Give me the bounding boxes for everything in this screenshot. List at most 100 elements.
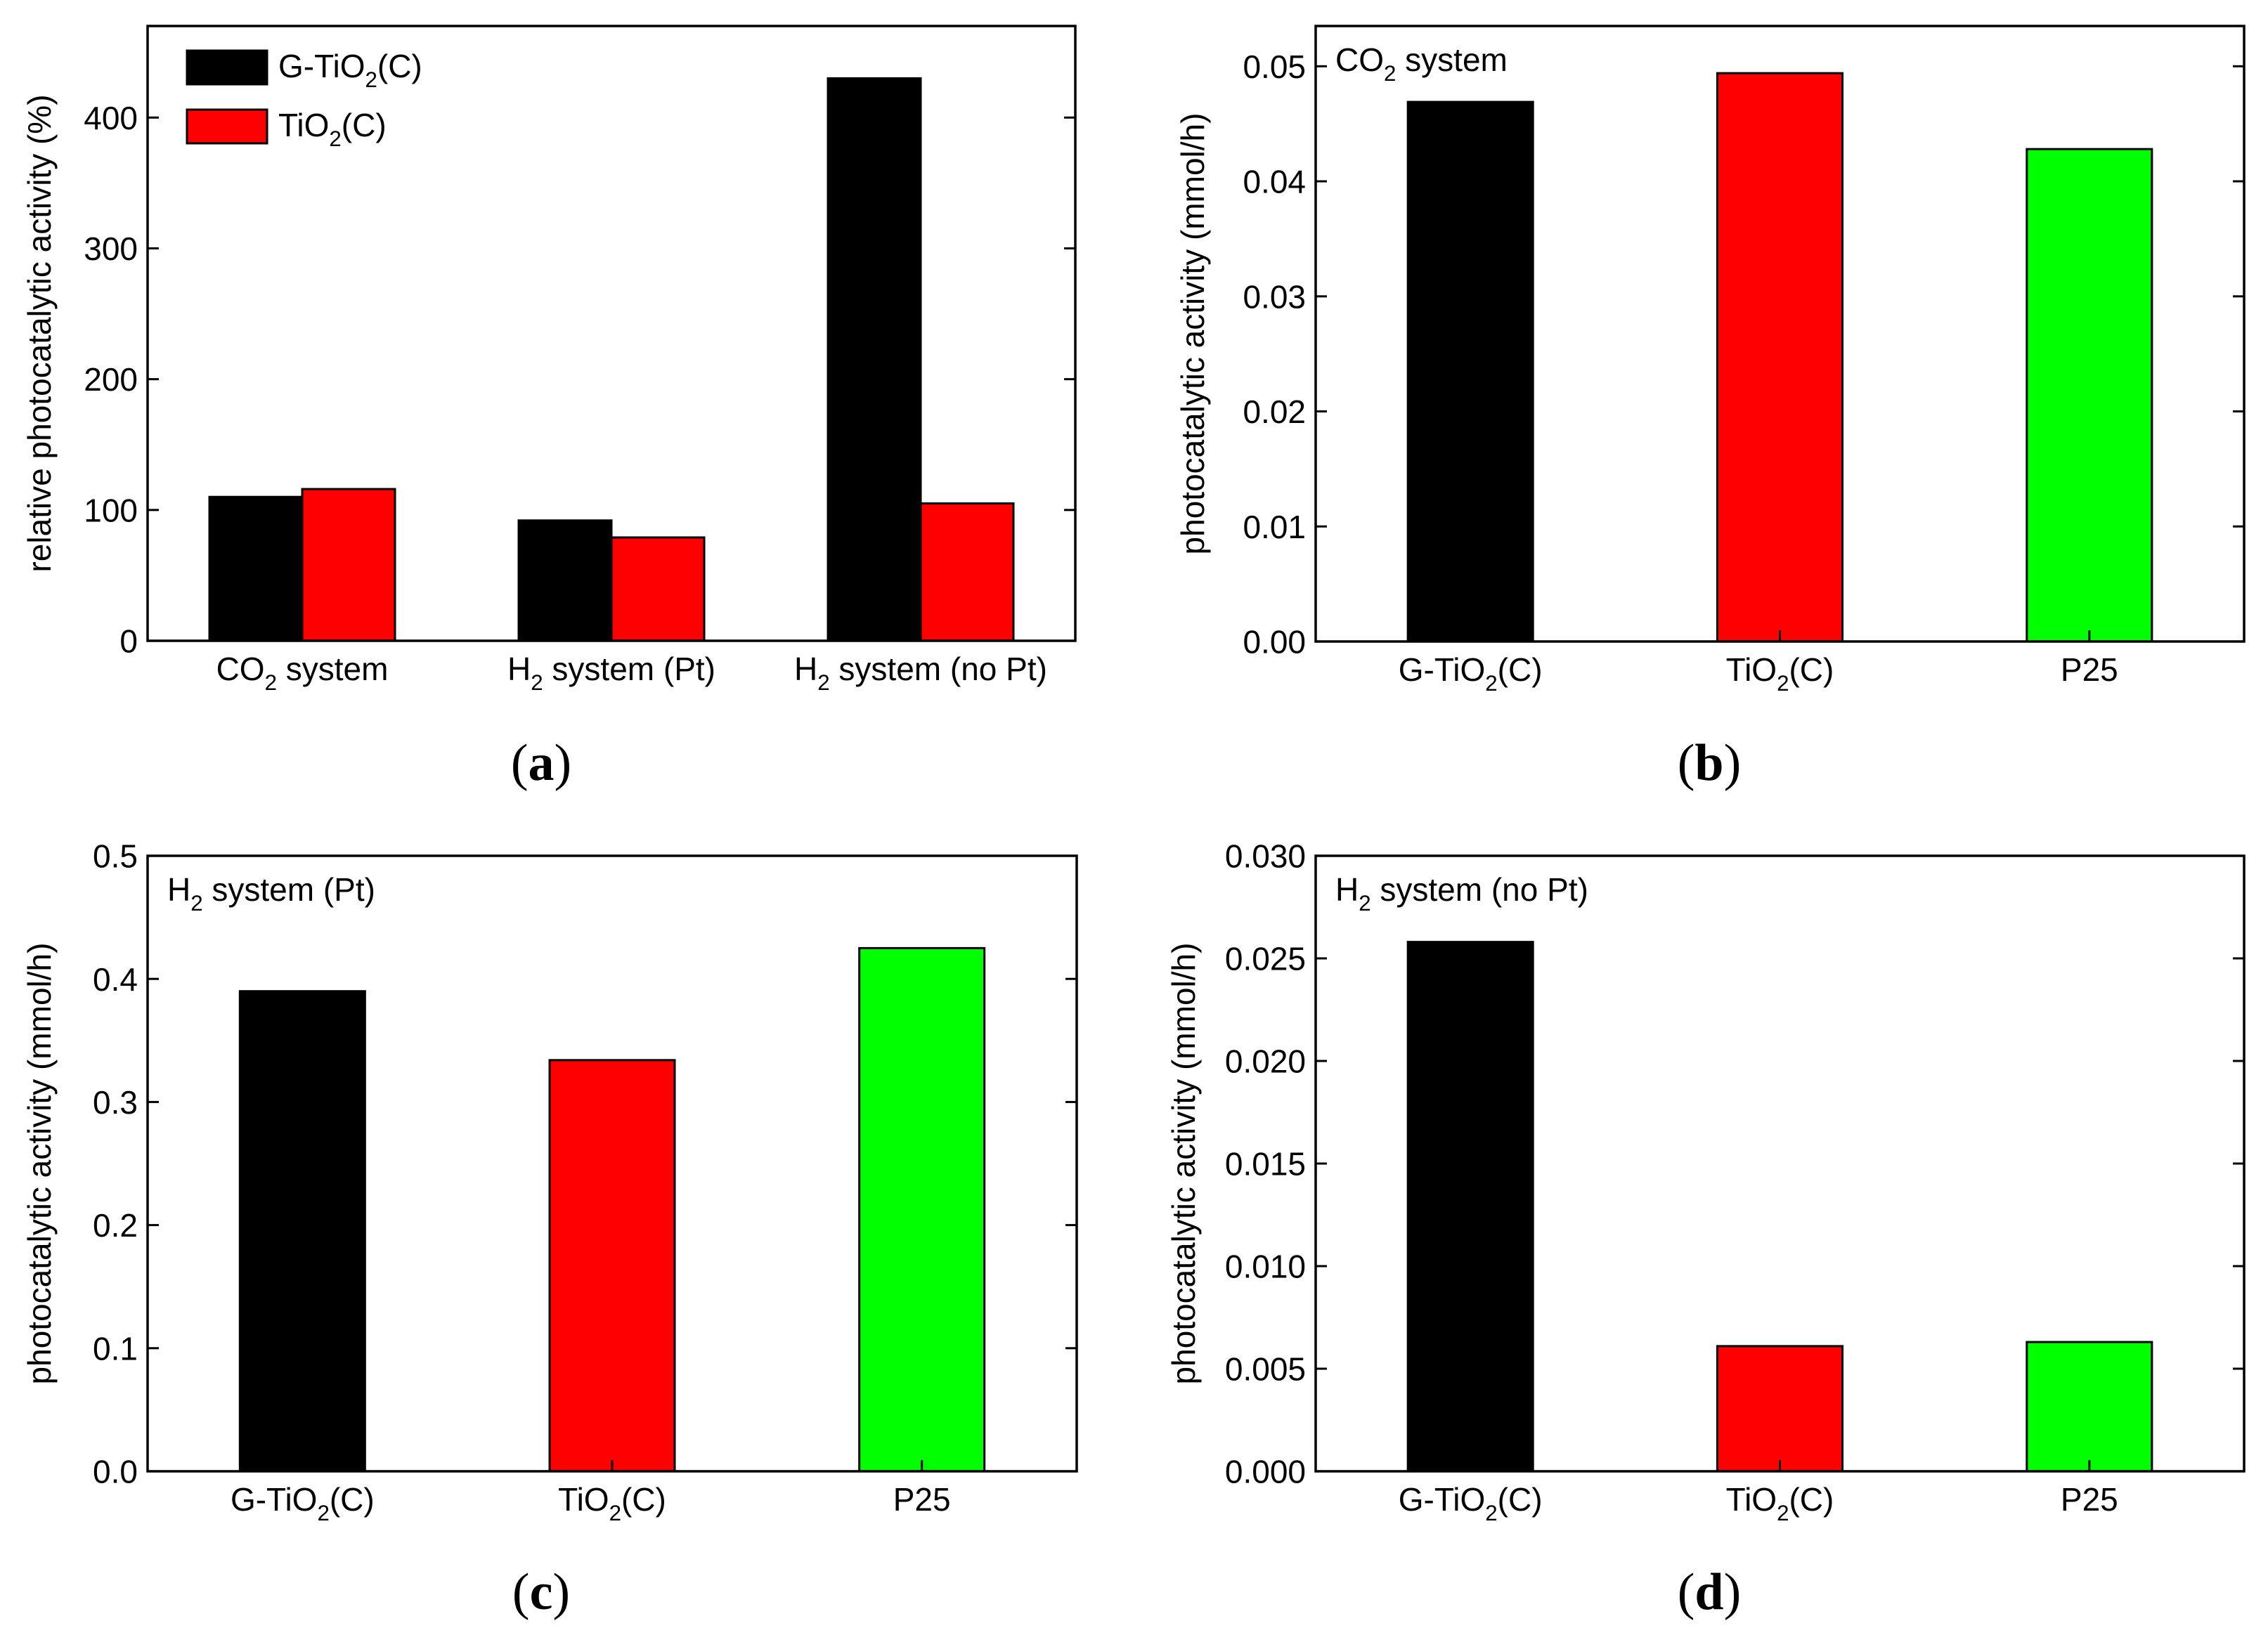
panel-b-xtick-label-1-sub: 2 (1777, 671, 1789, 696)
panel-d-annotation: H2 system (no Pt) (1335, 871, 1588, 916)
panel-a-caption-close: ) (555, 734, 572, 792)
panel-c-bar-0 (238, 990, 366, 1473)
panel-a-xtick-label-1: H2 system (Pt) (507, 651, 715, 695)
panel-b-xtick-label-1-rest: (C) (1789, 651, 1834, 688)
panel-b-xtick-label-0: G-TiO2(C) (1399, 651, 1543, 696)
panel-b-bar-0 (1406, 100, 1534, 643)
panel-c-xtick-label-1-rest: (C) (621, 1481, 666, 1518)
panel-b-ytick-label-4: 0.04 (1243, 164, 1306, 200)
panel-b-xtick-label-1: TiO2(C) (1726, 651, 1834, 696)
panel-d-xtick-label-2-base: P25 (2061, 1481, 2118, 1518)
panel-d-ytick-label-0: 0.000 (1225, 1454, 1306, 1490)
panel-c-xtick-label-0-base: G-TiO (231, 1481, 318, 1518)
panel-a-caption: (a) (511, 734, 571, 792)
panel-a-legend-swatch-1 (186, 108, 268, 145)
panel-a-xtick-label-0-rest: system (277, 651, 388, 687)
panel-a-legend-label-0-base: G-TiO (278, 48, 365, 84)
panel-d-ytick-label-1: 0.005 (1225, 1351, 1306, 1388)
panel-d-xtick-label-0-base: G-TiO (1399, 1481, 1486, 1518)
panel-b-xtick-label-0-sub: 2 (1485, 671, 1497, 696)
panel-c-xtick-label-0-sub: 2 (317, 1501, 329, 1525)
panel-c-xtick-label-1-base: TiO (558, 1481, 609, 1518)
panel-b-xtick-label-2: P25 (2061, 651, 2118, 688)
panel-c-xtick-label-2-base: P25 (893, 1481, 951, 1518)
panel-b-ytick-label-5: 0.05 (1243, 48, 1306, 85)
panel-c-annotation-base: H (167, 871, 190, 908)
panel-d-bar-0 (1406, 941, 1534, 1473)
panel-d-annotation-base: H (1335, 871, 1359, 908)
panel-d-ytick-label-5: 0.025 (1225, 941, 1306, 977)
panel-b-caption-letter: b (1694, 734, 1723, 792)
panel-d-xtick-label-1: TiO2(C) (1726, 1481, 1834, 1525)
panel-d-caption-open: ( (1678, 1563, 1695, 1621)
panel-c-annotation: H2 system (Pt) (167, 871, 375, 916)
panel-b-caption: (b) (1678, 734, 1741, 792)
panel-d-annotation-rest: system (no Pt) (1371, 871, 1588, 908)
panel-d-caption: (d) (1678, 1563, 1741, 1621)
panel-a-bar-tio2-2 (919, 502, 1015, 642)
panel-a-xtick-label-0-base: CO (216, 651, 265, 687)
panel-d-xtick-label-2: P25 (2061, 1481, 2118, 1518)
panel-b-ytick-label-2: 0.02 (1243, 393, 1306, 430)
panel-a-xtick-label-2-sub: 2 (817, 670, 829, 695)
panel-c-xtick-label-0: G-TiO2(C) (231, 1481, 375, 1525)
panel-d-ytick-label-4: 0.020 (1225, 1043, 1306, 1080)
panel-d-ytick-label-3: 0.015 (1225, 1146, 1306, 1183)
panel-a-xtick-label-2-rest: system (no Pt) (830, 651, 1047, 687)
panel-a-ytick-label-4: 400 (84, 100, 138, 136)
panel-a: 0 100 200 300 400 relative photocatalytic act… (21, 25, 1077, 792)
panel-b-bar-1 (1716, 72, 1843, 643)
panel-a-legend-swatch-0 (186, 49, 268, 86)
panel-a-legend-label-1-sub: 2 (329, 126, 341, 151)
panel-b-bar-2 (2026, 148, 2153, 643)
panel-c-bar-1 (548, 1059, 676, 1473)
panel-c-xtick-label-1-sub: 2 (609, 1501, 621, 1525)
panel-c-ytick-label-2: 0.2 (93, 1207, 138, 1244)
panel-d-ytick-label-6: 0.030 (1225, 838, 1306, 875)
panel-d-xtick-label-1-base: TiO (1726, 1481, 1777, 1518)
panel-a-legend-label-1: TiO2(C) (278, 107, 387, 151)
panel-d-caption-close: ) (1724, 1563, 1742, 1621)
panel-b-xtick-label-2-base: P25 (2061, 651, 2118, 688)
panel-c-ylabel: photocatalytic activity (mmol/h) (21, 943, 58, 1385)
panel-a-ytick-label-2: 200 (84, 361, 138, 398)
panel-c-annotation-rest: system (Pt) (203, 871, 375, 908)
panel-d-caption-letter: d (1694, 1563, 1723, 1621)
panel-d-ytick-label-2: 0.010 (1225, 1249, 1306, 1285)
panel-d-bar-2 (2026, 1341, 2153, 1473)
panel-c-ytick-label-0: 0.0 (93, 1454, 138, 1490)
panel-c-xtick-label-1: TiO2(C) (558, 1481, 666, 1525)
panel-c-ytick-label-5: 0.5 (93, 838, 138, 875)
panel-a-ytick-label-3: 300 (84, 230, 138, 267)
panel-d-xtick-label-0-sub: 2 (1485, 1501, 1497, 1525)
panel-b-ytick-label-0: 0.00 (1243, 624, 1306, 660)
panel-b-annotation-rest: system (1396, 41, 1507, 78)
panel-c-bar-2 (858, 946, 986, 1473)
panel-a-xtick-label-2: H2 system (no Pt) (794, 651, 1047, 695)
panel-a-ylabel: relative photocatalytic activity (%) (21, 94, 58, 572)
panel-c-caption-open: ( (512, 1563, 530, 1621)
panel-d-axes-frame (1314, 854, 2246, 1473)
panel-b-xtick-label-1-base: TiO (1726, 651, 1777, 688)
panel-a-xtick-label-0: CO2 system (216, 651, 389, 695)
panel-a-legend-label-0: G-TiO2(C) (278, 48, 422, 92)
panel-c-caption-close: ) (552, 1563, 570, 1621)
panel-d-xtick-label-1-rest: (C) (1789, 1481, 1834, 1518)
panel-a-legend-label-0-rest: (C) (377, 48, 422, 84)
panel-a-bar-g-tio2-2 (827, 77, 922, 642)
panel-c-ytick-label-1: 0.1 (93, 1330, 138, 1367)
panel-c-annotation-sub: 2 (190, 891, 202, 916)
panel-b-ytick-label-3: 0.03 (1243, 278, 1306, 315)
panel-b-xtick-label-0-rest: (C) (1498, 651, 1543, 688)
panel-a-ytick-label-0: 0 (119, 623, 138, 660)
panel-b-annotation: CO2 system (1335, 41, 1508, 86)
panel-b-axes-frame (1314, 25, 2246, 643)
panel-c-caption-letter: c (530, 1563, 553, 1621)
panel-b: 0.00 0.01 0.02 0.03 0.04 0.05 photocatalytic a… (1174, 25, 2246, 792)
panel-d-bar-1 (1716, 1345, 1843, 1473)
panel-c-axes-frame (146, 854, 1078, 1473)
panel-a-bar-tio2-0 (301, 488, 396, 642)
panel-a-xtick-label-2-base: H (794, 651, 817, 687)
panel-a-xtick-label-1-rest: system (Pt) (543, 651, 715, 687)
